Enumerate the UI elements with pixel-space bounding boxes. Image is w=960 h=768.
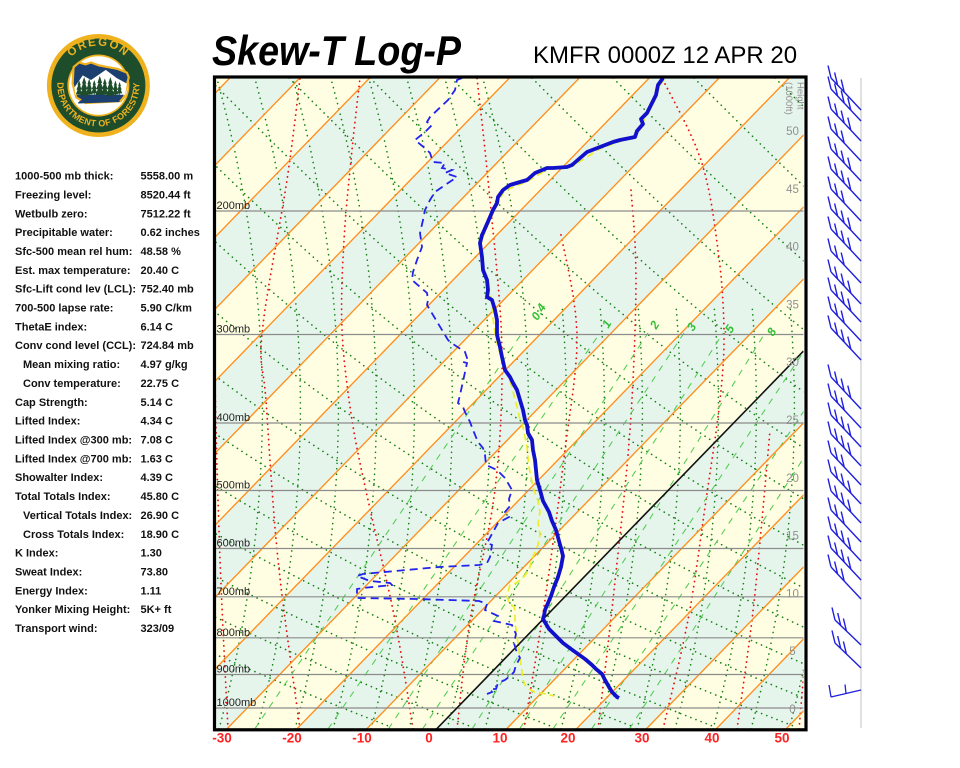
svg-text:Freezing level:: Freezing level: [15,189,91,201]
svg-text:Est. max temperature:: Est. max temperature: [15,265,131,277]
svg-text:Energy Index:: Energy Index: [15,585,88,597]
svg-text:Sfc-Lift cond lev (LCL):: Sfc-Lift cond lev (LCL): [15,284,136,296]
svg-text:Height: Height [795,82,806,110]
svg-text:Wetbulb zero:: Wetbulb zero: [15,208,88,220]
svg-text:5.90 C/km: 5.90 C/km [141,303,193,315]
svg-text:15: 15 [786,531,799,543]
svg-text:300mb: 300mb [217,324,251,336]
svg-text:45.80 C: 45.80 C [141,491,180,503]
svg-text:800mb: 800mb [217,627,251,639]
svg-text:900mb: 900mb [217,664,251,676]
svg-text:30: 30 [634,731,649,746]
svg-text:Sfc-500 mean rel hum:: Sfc-500 mean rel hum: [15,246,132,258]
svg-text:7.08 C: 7.08 C [141,435,173,447]
svg-text:0: 0 [425,731,433,746]
svg-text:8520.44 ft: 8520.44 ft [141,189,191,201]
svg-text:0.62 inches: 0.62 inches [141,227,200,239]
svg-text:50: 50 [774,731,789,746]
svg-text:Showalter Index:: Showalter Index: [15,472,103,484]
svg-text:5.14 C: 5.14 C [141,397,173,409]
svg-text:1.11: 1.11 [141,585,162,597]
svg-text:25: 25 [786,415,799,427]
svg-text:700mb: 700mb [217,586,251,598]
svg-text:4.39 C: 4.39 C [141,472,173,484]
svg-text:30: 30 [786,357,799,369]
svg-text:4.97 g/kg: 4.97 g/kg [141,359,188,371]
svg-text:-10: -10 [352,731,372,746]
svg-text:Lifted Index @700 mb:: Lifted Index @700 mb: [15,453,132,465]
svg-text:Sweat Index:: Sweat Index: [15,567,82,579]
svg-text:1000-500 mb thick:: 1000-500 mb thick: [15,171,113,183]
svg-text:-30: -30 [212,731,232,746]
svg-text:Cap Strength:: Cap Strength: [15,397,88,409]
svg-text:Mean mixing ratio:: Mean mixing ratio: [23,359,120,371]
svg-text:40: 40 [704,731,719,746]
svg-text:KMFR 0000Z 12 APR 20: KMFR 0000Z 12 APR 20 [533,42,797,69]
svg-text:200mb: 200mb [217,200,251,212]
svg-text:500mb: 500mb [217,480,251,492]
svg-text:Skew-T Log-P: Skew-T Log-P [212,27,461,74]
svg-text:0: 0 [789,704,795,716]
svg-text:18.90 C: 18.90 C [141,529,180,541]
svg-text:45: 45 [786,184,799,196]
svg-text:20: 20 [560,731,575,746]
svg-text:26.90 C: 26.90 C [141,510,180,522]
svg-text:Total Totals Index:: Total Totals Index: [15,491,111,503]
svg-text:7512.22 ft: 7512.22 ft [141,208,191,220]
svg-text:Cross Totals Index:: Cross Totals Index: [23,529,124,541]
svg-text:5558.00 m: 5558.00 m [141,171,194,183]
svg-text:Precipitable water:: Precipitable water: [15,227,113,239]
svg-text:1.30: 1.30 [141,548,162,560]
svg-text:5K+ ft: 5K+ ft [141,604,172,616]
svg-text:Yonker Mixing Height:: Yonker Mixing Height: [15,604,130,616]
svg-text:600mb: 600mb [217,538,251,550]
svg-text:Lifted Index:: Lifted Index: [15,416,80,428]
svg-text:752.40 mb: 752.40 mb [141,284,194,296]
svg-text:5: 5 [789,646,795,658]
svg-text:35: 35 [786,299,799,311]
svg-text:Transport wind:: Transport wind: [15,623,98,635]
svg-text:10: 10 [492,731,507,746]
svg-text:4.34 C: 4.34 C [141,416,173,428]
svg-text:Conv temperature:: Conv temperature: [23,378,121,390]
svg-text:22.75 C: 22.75 C [141,378,180,390]
svg-text:6.14 C: 6.14 C [141,321,173,333]
svg-text:1000mb: 1000mb [217,697,257,709]
svg-text:400mb: 400mb [217,412,251,424]
svg-text:1.63 C: 1.63 C [141,453,173,465]
svg-text:323/09: 323/09 [141,623,175,635]
svg-text:K Index:: K Index: [15,548,58,560]
svg-text:(1000ft): (1000ft) [783,82,794,115]
svg-text:700-500 lapse rate:: 700-500 lapse rate: [15,303,113,315]
svg-text:20: 20 [786,473,799,485]
svg-text:724.84 mb: 724.84 mb [141,340,194,352]
svg-text:20.40 C: 20.40 C [141,265,180,277]
svg-text:Lifted Index @300 mb:: Lifted Index @300 mb: [15,435,132,447]
svg-text:ThetaE index:: ThetaE index: [15,321,87,333]
svg-text:40: 40 [786,242,799,254]
svg-text:73.80: 73.80 [141,567,169,579]
svg-text:10: 10 [786,588,799,600]
svg-text:-20: -20 [282,731,302,746]
svg-text:Conv cond level (CCL):: Conv cond level (CCL): [15,340,136,352]
svg-text:48.58 %: 48.58 % [141,246,182,258]
svg-text:50: 50 [786,126,799,138]
svg-text:Vertical Totals Index:: Vertical Totals Index: [23,510,132,522]
